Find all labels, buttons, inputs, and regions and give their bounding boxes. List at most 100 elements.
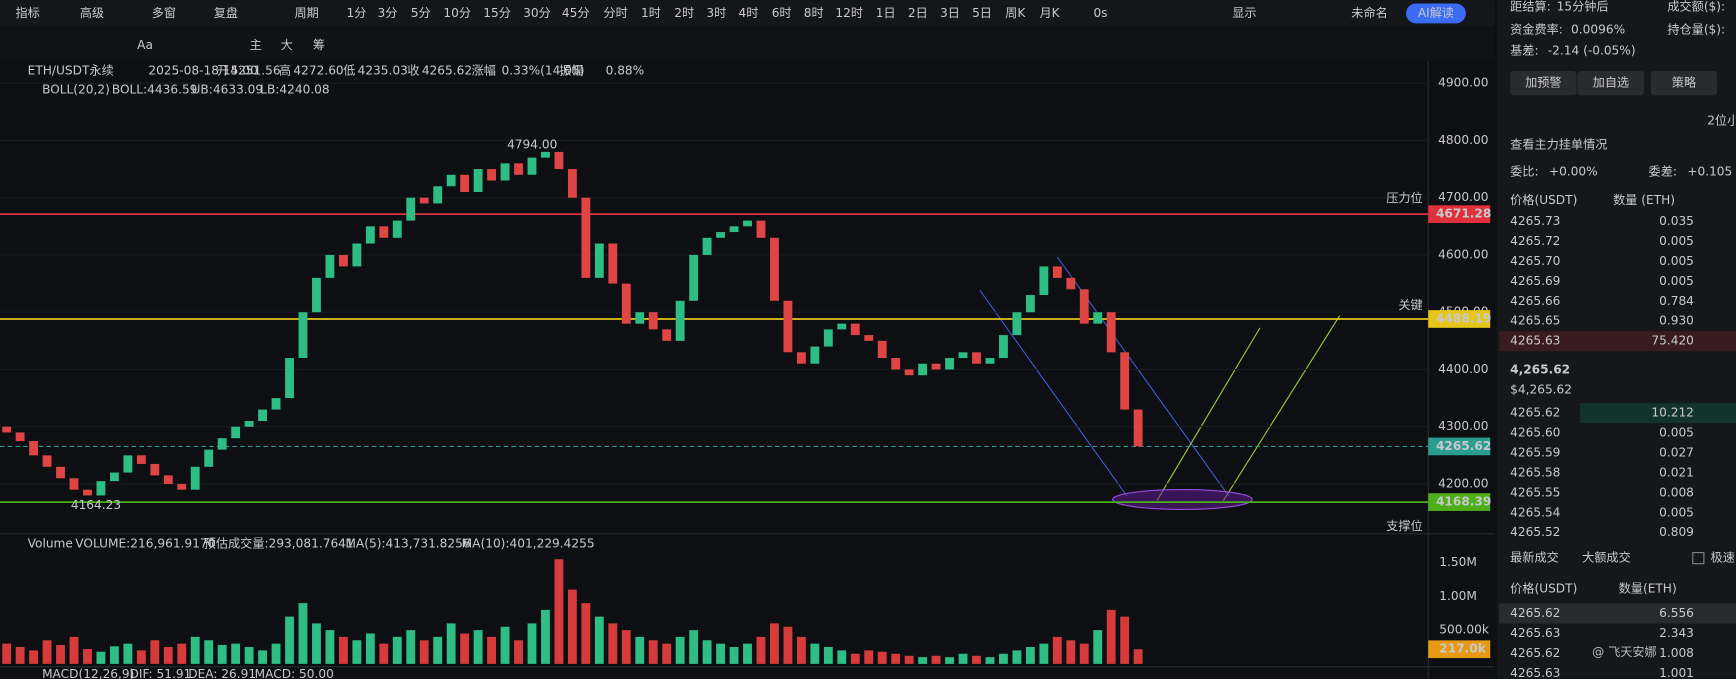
toolbar-item[interactable]: 指标 (16, 5, 40, 20)
volume-bar (1052, 636, 1062, 664)
volume-bar (365, 633, 375, 664)
candle (446, 174, 456, 187)
toolbar-item[interactable]: 3时 (706, 6, 726, 20)
candle (837, 323, 847, 330)
volume-bar (460, 633, 470, 664)
checkbox[interactable] (1692, 552, 1705, 565)
header: 数量 (ETH) (1613, 192, 1675, 207)
ask-qty: 0.784 (1659, 294, 1694, 308)
toolbar-item[interactable]: 30分 (523, 6, 551, 20)
button-label[interactable]: 策略 (1672, 75, 1696, 90)
candle (56, 466, 65, 479)
button[interactable] (1650, 71, 1718, 96)
volume-bar (258, 650, 268, 664)
candle (285, 358, 294, 399)
toolbar-item[interactable]: 3日 (940, 6, 960, 20)
vol-tick-label: 1.50M (1439, 555, 1477, 569)
volume-bar (716, 643, 725, 664)
candle (891, 358, 901, 370)
toolbar-item[interactable]: 未命名 (1351, 5, 1387, 20)
candle (702, 237, 712, 255)
toolbar-item[interactable]: 月K (1040, 6, 1061, 20)
candle (1025, 295, 1035, 313)
candle (136, 455, 146, 464)
candle (298, 312, 308, 359)
volume-bar (999, 653, 1008, 664)
toolbar-item[interactable]: 5分 (411, 6, 431, 20)
candle (258, 409, 268, 422)
candle (729, 226, 739, 233)
ask-price: 4265.66 (1510, 294, 1560, 308)
tool-button[interactable]: 主 (250, 38, 262, 52)
vol-tick-label: 500.00k (1439, 623, 1489, 637)
volume-bar (581, 603, 591, 664)
toolbar-item[interactable]: 8时 (804, 6, 824, 20)
label: 成交额($): (1667, 0, 1725, 13)
trade-qty: 2.343 (1659, 626, 1694, 640)
ohlc-field: 涨幅 (472, 63, 496, 78)
candle (406, 197, 416, 221)
label: 距结算: (1510, 0, 1551, 13)
toolbar-item[interactable]: 10分 (443, 6, 471, 20)
toolbar-item[interactable]: 0s (1093, 6, 1107, 20)
precision: 2位小 (1707, 112, 1736, 127)
button[interactable] (1510, 71, 1577, 96)
candle (1106, 312, 1116, 353)
candle (945, 358, 954, 370)
volume-bar (298, 603, 308, 664)
toolbar-item[interactable]: 2时 (674, 6, 694, 20)
button-label[interactable]: 加自选 (1593, 76, 1629, 90)
depth-link[interactable]: 查看主力挂单情况 (1510, 138, 1607, 152)
row-highlight (1579, 403, 1736, 424)
volume-bar (163, 647, 173, 664)
toolbar-item[interactable]: AI解读 (1418, 6, 1454, 20)
toolbar-item[interactable]: 6时 (772, 6, 792, 20)
candle (783, 300, 793, 353)
tab[interactable]: 大额成交 (1582, 550, 1631, 565)
bid-qty: 0.027 (1659, 445, 1694, 459)
toolbar-item[interactable]: 高级 (80, 5, 104, 20)
time: 2025-08-18 15:00 (148, 64, 258, 78)
level-badge (1428, 205, 1491, 224)
toolbar-item[interactable]: 1分 (347, 6, 367, 20)
tool-button[interactable]: 筹 (313, 38, 325, 52)
tab[interactable]: 极速 (1711, 551, 1735, 565)
volume-bar (1039, 643, 1049, 664)
trade-price: 4265.62 (1510, 646, 1560, 660)
volume-bar (635, 636, 645, 664)
draw-toolbar (0, 31, 1495, 60)
tool-button[interactable]: 大 (281, 38, 293, 52)
toolbar-item[interactable]: 12时 (835, 6, 863, 20)
toolbar-item[interactable]: 周期 (295, 6, 319, 20)
volume-bar (918, 657, 928, 664)
candle (109, 472, 119, 482)
toolbar-item[interactable]: 5日 (972, 6, 992, 20)
level-badge (1428, 437, 1491, 456)
candle (810, 346, 820, 364)
candle (177, 483, 187, 490)
trend-line (1156, 327, 1261, 501)
tab[interactable]: 最新成交 (1510, 550, 1559, 565)
button-label[interactable]: 加预警 (1525, 75, 1561, 90)
toolbar-item[interactable]: 2日 (908, 6, 928, 20)
candle (675, 300, 685, 341)
button[interactable] (1577, 71, 1645, 96)
toolbar-item[interactable]: 分时 (603, 6, 627, 20)
toolbar-item[interactable]: 15分 (483, 6, 511, 20)
toolbar-item[interactable]: 多窗 (152, 6, 176, 20)
toolbar-item[interactable]: 3分 (378, 6, 398, 20)
y-tick-label: 4600.00 (1438, 247, 1488, 261)
toolbar-item[interactable]: 周K (1005, 6, 1026, 20)
tool-button[interactable]: Aa (137, 38, 153, 52)
toolbar-item[interactable]: 1日 (876, 6, 896, 20)
toolbar-item[interactable]: 45分 (562, 6, 590, 20)
toolbar-item[interactable]: 复盘 (214, 5, 238, 20)
candle (958, 352, 968, 359)
toolbar-item[interactable]: 4时 (738, 6, 758, 20)
toolbar-item[interactable]: 显示 (1232, 6, 1256, 20)
candle (689, 254, 699, 301)
candle (1120, 352, 1130, 410)
volume-bar (796, 636, 806, 664)
toolbar-item[interactable]: 1时 (641, 6, 661, 20)
